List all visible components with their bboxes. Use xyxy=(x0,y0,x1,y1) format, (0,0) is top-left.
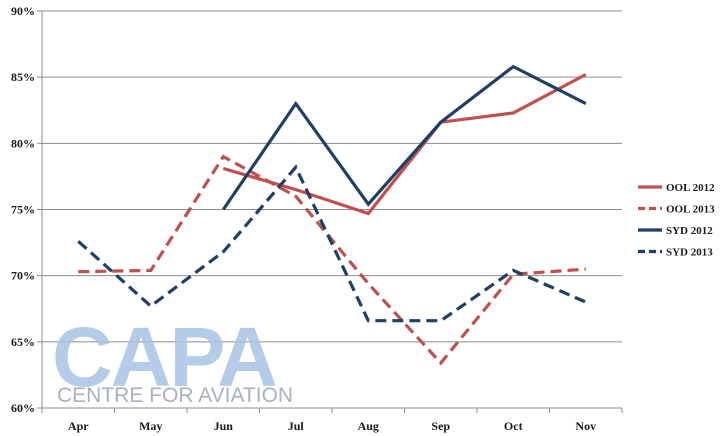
y-tick-label: 70% xyxy=(11,269,35,283)
legend-label: OOL 2013 xyxy=(666,204,715,216)
y-tick-label: 60% xyxy=(11,401,35,415)
legend-label: SYD 2013 xyxy=(666,247,713,259)
grid-lines xyxy=(42,10,622,409)
x-tick-label: Apr xyxy=(68,419,89,433)
watermark-logo-text: CAPA xyxy=(52,310,276,404)
x-tick-label: Aug xyxy=(358,419,379,433)
series-line-ool-2013 xyxy=(78,154,586,366)
watermark-tagline: CENTRE FOR AVIATION xyxy=(57,384,293,407)
x-tick-label: Jun xyxy=(214,419,234,433)
series-line-syd-2013 xyxy=(77,164,587,323)
x-tick-label: Nov xyxy=(575,419,596,433)
series-line-syd-2012 xyxy=(221,64,587,211)
x-tick-label: May xyxy=(139,419,162,433)
y-tick-label: 75% xyxy=(11,203,35,217)
y-tick-label: 90% xyxy=(11,4,35,18)
capa-watermark-logo: CAPA CENTRE FOR AVIATION xyxy=(52,310,293,407)
y-tick-label: 80% xyxy=(11,136,35,150)
x-axis-ticks: Apr May Jun Jul Aug Sep Oct Nov xyxy=(41,408,623,433)
x-tick-label: Sep xyxy=(431,419,450,433)
y-tick-label: 85% xyxy=(11,70,35,84)
y-axis-ticks: 60% 65% 70% 75% 80% 85% 90% xyxy=(11,4,42,415)
y-tick-label: 65% xyxy=(11,335,35,349)
legend-label: SYD 2012 xyxy=(666,225,713,237)
legend-label: OOL 2012 xyxy=(666,182,715,194)
x-tick-label: Oct xyxy=(504,419,523,433)
series-lines xyxy=(77,64,587,366)
legend: OOL 2012 OOL 2013 SYD 2012 SYD 2013 xyxy=(638,182,715,259)
x-tick-label: Jul xyxy=(288,419,305,433)
series-line-ool-2012 xyxy=(222,73,587,216)
